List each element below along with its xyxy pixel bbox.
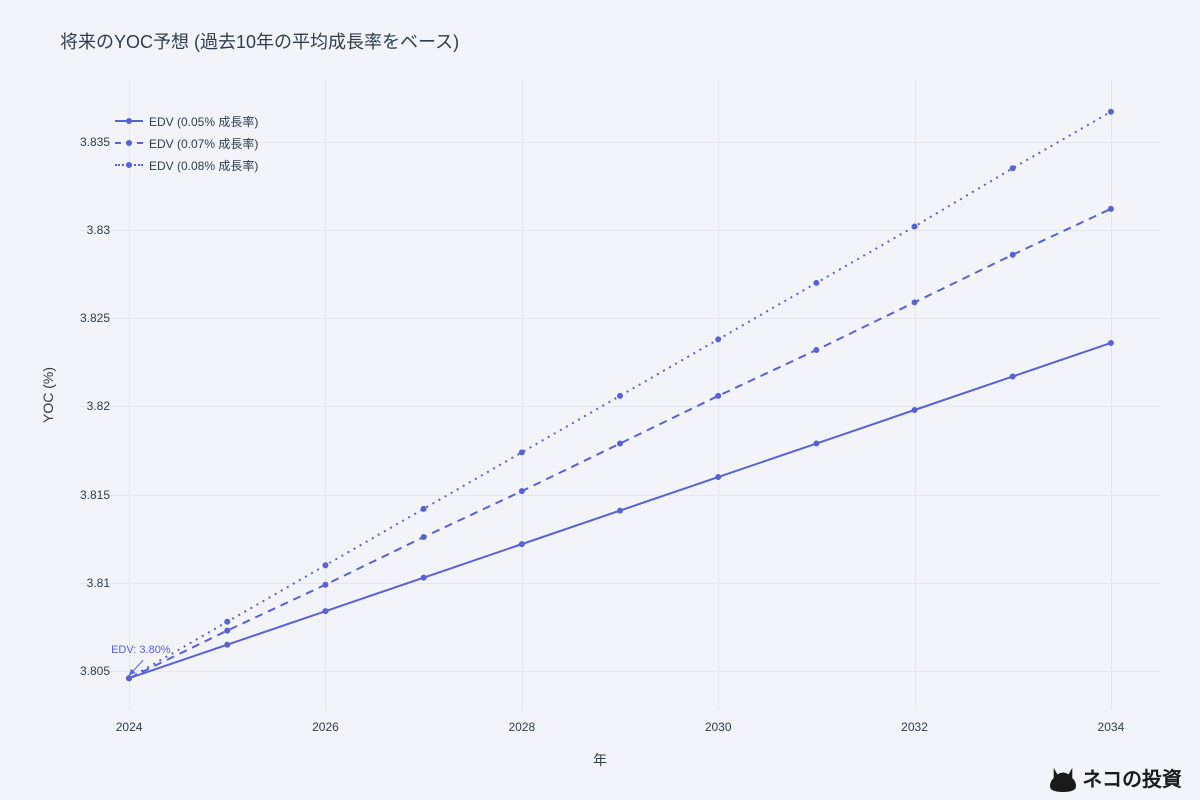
series-marker — [519, 541, 525, 547]
series-marker — [421, 534, 427, 540]
legend-label: EDV (0.05% 成長率) — [149, 113, 258, 130]
series-marker — [126, 675, 132, 681]
series-marker — [322, 562, 328, 568]
series-marker — [224, 619, 230, 625]
series-marker — [1108, 109, 1114, 115]
legend: EDV (0.05% 成長率) EDV (0.07% 成長率) EDV (0.08%… — [115, 110, 258, 176]
series-marker — [912, 223, 918, 229]
start-annotation: EDV: 3.80% — [111, 644, 171, 656]
series-marker — [912, 407, 918, 413]
series-marker — [813, 347, 819, 353]
series-marker — [715, 336, 721, 342]
series-marker — [617, 393, 623, 399]
series-marker — [617, 508, 623, 514]
series-marker — [421, 506, 427, 512]
watermark: ネコの投資 — [1048, 763, 1182, 792]
legend-label: EDV (0.07% 成長率) — [149, 135, 258, 152]
cat-icon — [1048, 766, 1078, 792]
series-marker — [322, 582, 328, 588]
series-marker — [813, 441, 819, 447]
series-marker — [519, 449, 525, 455]
series-marker — [1108, 340, 1114, 346]
series-marker — [421, 575, 427, 581]
legend-item[interactable]: EDV (0.05% 成長率) — [115, 110, 258, 132]
series-marker — [1010, 165, 1016, 171]
series-marker — [1010, 373, 1016, 379]
legend-item[interactable]: EDV (0.07% 成長率) — [115, 132, 258, 154]
series-marker — [519, 488, 525, 494]
watermark-text: ネコの投資 — [1082, 763, 1182, 792]
series-marker — [715, 474, 721, 480]
series-marker — [813, 280, 819, 286]
series-marker — [912, 299, 918, 305]
series-marker — [322, 608, 328, 614]
series-marker — [1010, 252, 1016, 258]
series-marker — [224, 642, 230, 648]
series-marker — [1108, 206, 1114, 212]
legend-item[interactable]: EDV (0.08% 成長率) — [115, 154, 258, 176]
legend-label: EDV (0.08% 成長率) — [149, 157, 258, 174]
series-marker — [224, 628, 230, 634]
series-marker — [617, 441, 623, 447]
series-marker — [715, 393, 721, 399]
chart-container: 将来のYOC予想 (過去10年の平均成長率をベース) 3.8053.813.81… — [0, 0, 1200, 800]
